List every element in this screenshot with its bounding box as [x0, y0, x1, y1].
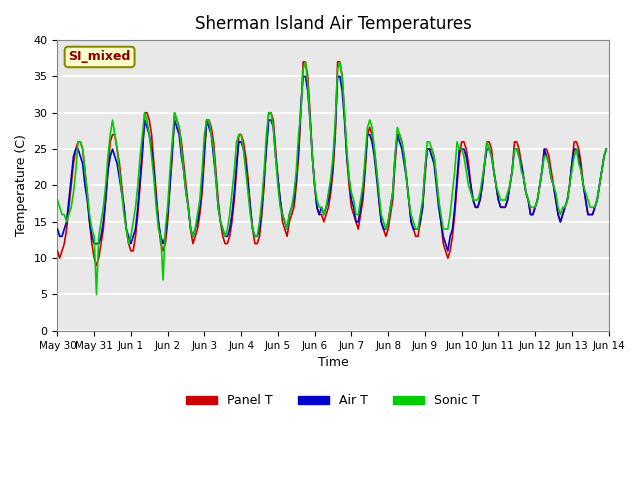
X-axis label: Time: Time	[317, 356, 348, 369]
Legend: Panel T, Air T, Sonic T: Panel T, Air T, Sonic T	[181, 389, 485, 412]
Y-axis label: Temperature (C): Temperature (C)	[15, 134, 28, 237]
Text: SI_mixed: SI_mixed	[68, 50, 131, 63]
Title: Sherman Island Air Temperatures: Sherman Island Air Temperatures	[195, 15, 472, 33]
